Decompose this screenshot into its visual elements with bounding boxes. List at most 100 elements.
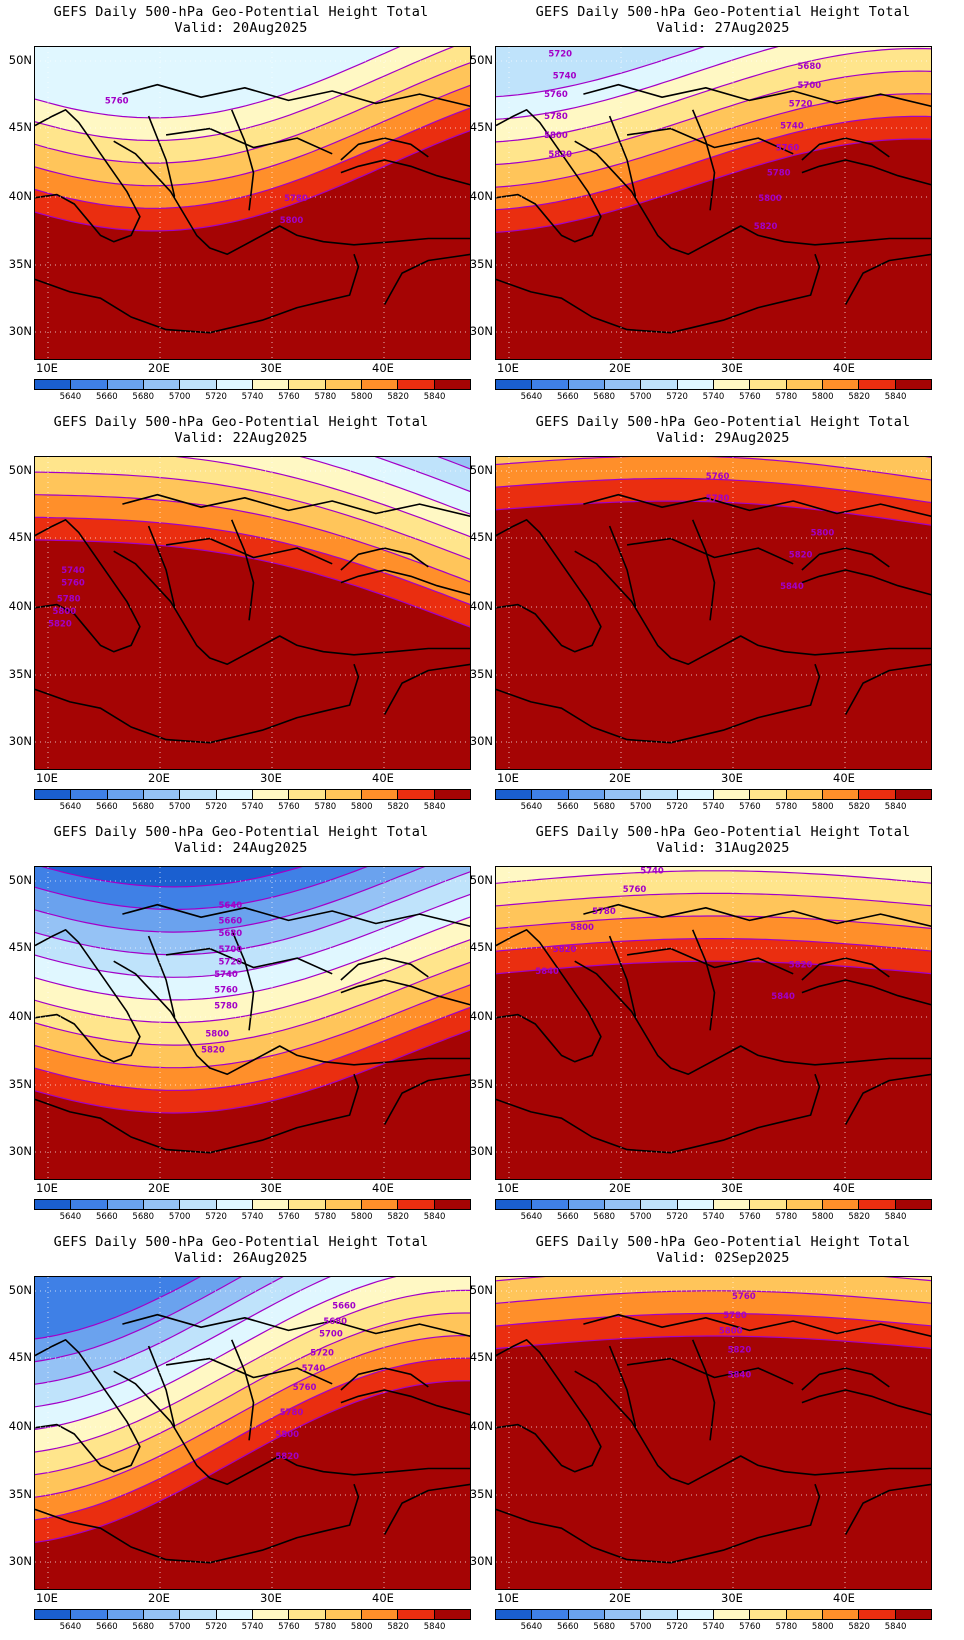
contour-label: 5760: [732, 1292, 756, 1302]
coastline: [583, 903, 931, 928]
longitude-label: 10E: [497, 771, 519, 785]
coastline: [691, 109, 716, 211]
height-contour: [374, 457, 470, 493]
contour-label: 5640: [219, 901, 243, 911]
coastline: [340, 1389, 470, 1416]
contour-label: 5760: [61, 579, 85, 589]
coastline: [165, 947, 333, 975]
coastline: [496, 108, 602, 243]
height-contour: [35, 1277, 397, 1430]
colorbar-tick-label: 5680: [593, 802, 616, 812]
longitude-label: 40E: [372, 361, 394, 375]
contour-label: 5740: [214, 970, 238, 980]
colorbar-tick-label: 5700: [168, 1622, 191, 1632]
height-contour: [35, 494, 470, 583]
height-contour: [496, 1335, 931, 1350]
coastline: [691, 519, 716, 621]
colorbar-swatch: [750, 1200, 787, 1209]
panel-title: GEFS Daily 500-hPa Geo-Potential Height …: [535, 414, 911, 446]
colorbar-tick-label: 5800: [350, 802, 373, 812]
latitude-label: 50N: [8, 53, 32, 67]
longitude-label: 10E: [36, 361, 58, 375]
longitude-label: 30E: [721, 771, 743, 785]
colorbar-swatch: [713, 790, 751, 799]
colorbar-tick-label: 5840: [423, 802, 446, 812]
colorbar-swatch: [822, 790, 860, 799]
contour-label: 5720: [789, 100, 813, 110]
contour-label: 5820: [201, 1045, 225, 1055]
colorbar-swatch: [107, 790, 144, 799]
colorbar-tick-label: 5700: [629, 1212, 652, 1222]
colorbar-tick-label: 5760: [278, 392, 300, 402]
colorbar-tick-label: 5840: [884, 1212, 907, 1222]
coastline: [340, 547, 429, 571]
coastline: [801, 569, 931, 596]
colorbar-tick-label: 5820: [848, 1622, 870, 1632]
coastline: [147, 115, 176, 198]
coastline: [801, 957, 890, 981]
coastline: [122, 1313, 470, 1338]
contour-label: 5680: [219, 929, 243, 939]
colorbar-tick-label: 5740: [241, 802, 264, 812]
colorbar-swatch: [434, 380, 470, 389]
latitude-label: 40N: [8, 1009, 32, 1023]
colorbar-swatch: [361, 1610, 399, 1619]
colorbar-tick-label: 5840: [423, 1622, 446, 1632]
coastline: [608, 525, 637, 608]
colorbar-tick-label: 5800: [811, 802, 834, 812]
colorbar-swatch: [361, 380, 399, 389]
coastline: [844, 1483, 931, 1535]
colorbar-tick-label: 5700: [168, 1212, 191, 1222]
coastline: [801, 137, 890, 161]
map-frame: 5640 5660 5680 5700 5720 5740 5760 5780 5800 5820: [34, 866, 471, 1180]
colorbar-swatch: [252, 1200, 290, 1209]
contour-label: 5680: [323, 1317, 347, 1327]
colorbar: [34, 1199, 471, 1210]
colorbar-tick-label: 5660: [96, 1622, 118, 1632]
panel-title: GEFS Daily 500-hPa Geo-Potential Height …: [535, 824, 911, 856]
contour-label: 5760: [214, 986, 238, 996]
colorbar-swatch: [750, 790, 787, 799]
contour-label: 5820: [754, 222, 778, 232]
coastline: [230, 929, 255, 1031]
latitude-label: 45N: [469, 530, 493, 544]
colorbar-tick-label: 5720: [666, 392, 688, 402]
height-band: [35, 1380, 470, 1589]
map-frame: 5760 5780 5800 5820 5840: [495, 456, 932, 770]
height-band: [35, 130, 470, 359]
coastline: [801, 1389, 931, 1416]
colorbar-swatch: [143, 1610, 181, 1619]
colorbar-tick-label: 5660: [557, 1212, 579, 1222]
height-contour: [35, 893, 470, 978]
contour-label: 5700: [219, 945, 243, 955]
height-contour: [35, 516, 470, 606]
colorbar-tick-label: 5740: [241, 392, 264, 402]
contour-label: 5780: [723, 1311, 747, 1321]
longitude-label: 30E: [260, 1591, 282, 1605]
colorbar-tick-label: 5680: [593, 392, 616, 402]
latitude-label: 45N: [8, 120, 32, 134]
colorbar-tick-label: 5780: [775, 1212, 798, 1222]
colorbar-swatch: [496, 790, 533, 799]
colorbar-labels: 5640 5660 5680 5700 5720 5740 5760 5780 5800 5820…: [34, 1212, 471, 1224]
colorbar-swatch: [641, 380, 678, 389]
colorbar-swatch: [107, 1200, 144, 1209]
map-frame: 5660 5680 5700 5720 5740 5760 5780 5800 5820: [34, 1276, 471, 1590]
longitude-label: 30E: [721, 1181, 743, 1195]
coastline: [801, 979, 931, 1006]
contour-label: 5840: [535, 967, 559, 977]
coastline: [691, 929, 716, 1031]
colorbar-swatch: [750, 380, 787, 389]
longitude-label: 30E: [721, 361, 743, 375]
height-contour: [496, 915, 931, 930]
colorbar-swatch: [822, 380, 860, 389]
colorbar-swatch: [289, 1610, 326, 1619]
colorbar-swatch: [252, 1610, 290, 1619]
height-contour: [496, 93, 931, 188]
latitude-label: 45N: [469, 120, 493, 134]
colorbar-tick-label: 5660: [557, 1622, 579, 1632]
latitude-label: 50N: [8, 1283, 32, 1297]
height-field-map: 5660 5680 5700 5720 5740 5760 5780 5800 5820: [35, 1277, 470, 1589]
colorbar-tick-label: 5780: [775, 1622, 798, 1632]
colorbar-swatch: [713, 1610, 751, 1619]
